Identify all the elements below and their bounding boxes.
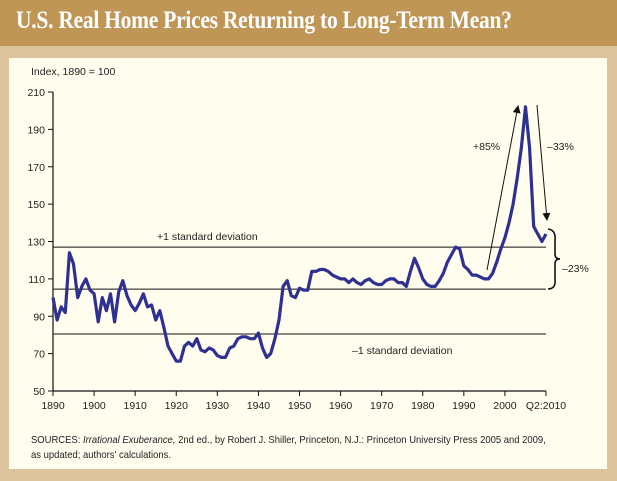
y-tick-label: 210 xyxy=(27,87,45,99)
x-tick-label: 1920 xyxy=(165,400,189,412)
chart-title: U.S. Real Home Prices Returning to Long-… xyxy=(16,7,512,34)
x-tick-label: 1980 xyxy=(411,400,435,412)
y-tick-label: 190 xyxy=(27,124,45,136)
rise-arrow xyxy=(486,105,521,271)
rise-label: +85% xyxy=(473,141,500,153)
x-tick-label: 1910 xyxy=(123,400,147,412)
y-tick-label: 130 xyxy=(27,237,45,249)
reference-line-label: –1 standard deviation xyxy=(352,345,453,357)
y-tick-label: 90 xyxy=(33,311,45,323)
axes: 50 70 90 110 130 150 170 190 210 1890 1900 1910 1920… xyxy=(27,87,566,412)
sources-prefix: SOURCES: xyxy=(31,434,83,446)
title-bar: U.S. Real Home Prices Returning to Long-… xyxy=(0,0,617,46)
x-tick-label: 2000 xyxy=(493,400,517,412)
x-tick-label: 1960 xyxy=(329,400,353,412)
sources-note: SOURCES: Irrational Exuberance, 2nd ed.,… xyxy=(31,433,553,463)
y-axis-label: Index, 1890 = 100 xyxy=(31,66,116,78)
x-tick-label: 1890 xyxy=(41,400,65,412)
x-tick-label: 1990 xyxy=(452,400,476,412)
y-tick-label: 150 xyxy=(27,199,45,211)
x-tick-label: 1940 xyxy=(247,400,271,412)
sources-line1: 2nd ed., by Robert J. Shiller, Princeton… xyxy=(175,434,546,446)
fall-label: –33% xyxy=(547,141,574,153)
sources-line2: as updated; authors' calculations. xyxy=(31,449,171,461)
y-tick-label: 50 xyxy=(33,386,45,398)
remaining-label: –23% xyxy=(562,263,589,275)
reference-lines: +1 standard deviation –1 standard deviati… xyxy=(53,231,546,357)
y-tick-label: 170 xyxy=(27,162,45,174)
brace xyxy=(547,228,561,290)
chart-panel xyxy=(9,58,607,469)
x-tick-label: 1930 xyxy=(206,400,230,412)
reference-line-label: +1 standard deviation xyxy=(157,231,258,243)
x-tick-label: 1900 xyxy=(82,400,106,412)
x-tick-label: 1950 xyxy=(288,400,312,412)
x-tick-label: 1970 xyxy=(370,400,394,412)
series-line-home-price-index xyxy=(51,105,548,363)
y-tick-label: 110 xyxy=(28,274,45,286)
sources-book-title: Irrational Exuberance, xyxy=(82,434,176,446)
x-tick-label: Q2:2010 xyxy=(526,400,566,412)
annotations: +85% –33% –23% xyxy=(473,104,589,290)
y-tick-label: 70 xyxy=(33,349,45,361)
fall-arrow xyxy=(536,104,551,221)
